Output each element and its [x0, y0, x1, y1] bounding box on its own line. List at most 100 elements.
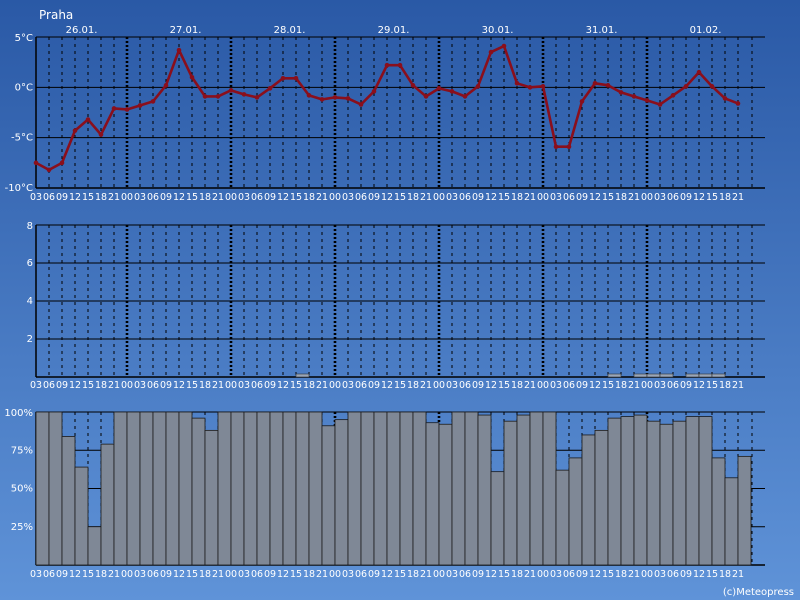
- hour-tick-label: 18: [303, 569, 315, 580]
- y-tick-label: 6: [27, 258, 33, 269]
- hour-tick-label: 09: [160, 569, 172, 580]
- hour-tick-label: 03: [550, 380, 562, 391]
- hour-tick-label: 03: [550, 569, 562, 580]
- hour-tick-label: 15: [498, 192, 510, 203]
- hour-tick-label: 12: [277, 380, 289, 391]
- hour-tick-label: 00: [329, 192, 341, 203]
- hour-tick-label: 12: [381, 569, 393, 580]
- hour-tick-label: 06: [43, 380, 55, 391]
- temperature-point: [579, 99, 585, 104]
- hour-tick-label: 15: [186, 569, 198, 580]
- cloudiness-bar: [659, 423, 674, 566]
- y-tick-label: 2: [27, 334, 33, 345]
- temperature-point: [384, 62, 390, 68]
- temperature-point: [514, 81, 520, 86]
- temperature-point: [332, 95, 338, 100]
- hour-tick-label: 21: [524, 192, 536, 203]
- cloudiness-bar: [620, 416, 635, 566]
- hour-tick-label: 15: [186, 380, 198, 391]
- hour-tick-label: 15: [498, 569, 510, 580]
- hour-tick-label: 21: [524, 380, 536, 391]
- precipitation-bar: [659, 373, 674, 378]
- cloudiness-bar: [711, 457, 726, 566]
- temperature-point: [475, 84, 481, 89]
- temperature-point: [72, 128, 78, 133]
- hour-tick-label: 00: [433, 192, 445, 203]
- precipitation-bar: [698, 373, 713, 378]
- hour-tick-label: 18: [95, 569, 107, 580]
- chart-title: Praha: [39, 8, 73, 22]
- temperature-point: [709, 84, 715, 89]
- temperature-point: [527, 85, 533, 90]
- hour-tick-label: 12: [173, 569, 185, 580]
- cloudiness-bar: [425, 422, 440, 566]
- temperature-point: [566, 144, 572, 150]
- cloudiness-bar: [243, 411, 258, 566]
- hour-tick-label: 03: [30, 192, 42, 203]
- hour-tick-label: 00: [641, 192, 653, 203]
- hour-tick-label: 00: [537, 569, 549, 580]
- hour-tick-label: 00: [329, 569, 341, 580]
- hour-tick-label: 21: [108, 192, 120, 203]
- y-tick-label: 8: [27, 221, 33, 232]
- cloudiness-bar: [685, 416, 700, 566]
- cloudiness-bar: [542, 411, 557, 566]
- temperature-point: [345, 96, 351, 101]
- hour-tick-label: 06: [43, 569, 55, 580]
- temperature-point: [735, 101, 741, 106]
- hour-tick-label: 12: [693, 380, 705, 391]
- temperature-point: [358, 102, 364, 107]
- hour-tick-label: 03: [446, 569, 458, 580]
- hour-tick-label: 18: [615, 380, 627, 391]
- hour-tick-label: 00: [641, 569, 653, 580]
- hour-tick-label: 21: [628, 569, 640, 580]
- hour-tick-label: 18: [199, 569, 211, 580]
- hour-tick-label: 15: [394, 380, 406, 391]
- hour-tick-label: 09: [472, 192, 484, 203]
- hour-tick-label: 18: [615, 569, 627, 580]
- hour-tick-label: 15: [706, 192, 718, 203]
- temperature-point: [501, 43, 507, 49]
- cloudiness-bar: [308, 411, 323, 566]
- cloudiness-bar: [204, 429, 219, 566]
- hour-tick-label: 03: [342, 569, 354, 580]
- hour-tick-label: 15: [394, 569, 406, 580]
- day-label: 01.02.: [690, 25, 722, 36]
- precipitation-bar: [633, 373, 648, 378]
- precipitation-bar: [607, 373, 622, 378]
- hour-tick-label: 12: [69, 569, 81, 580]
- hour-tick-label: 06: [43, 192, 55, 203]
- y-tick-label: 25%: [11, 522, 33, 533]
- temperature-point: [683, 84, 689, 89]
- hour-tick-label: 18: [303, 380, 315, 391]
- hour-tick-label: 03: [30, 380, 42, 391]
- temperature-point: [46, 167, 52, 173]
- cloudiness-bar: [139, 411, 154, 566]
- precipitation-bar: [646, 373, 661, 378]
- hour-tick-label: 15: [290, 192, 302, 203]
- hour-tick-label: 09: [56, 192, 68, 203]
- hour-tick-label: 21: [732, 569, 744, 580]
- cloudiness-bar: [672, 420, 687, 566]
- temperature-point: [488, 49, 494, 55]
- cloudiness-bar: [230, 411, 245, 566]
- hour-tick-label: 21: [628, 380, 640, 391]
- cloudiness-bar: [529, 411, 544, 566]
- hour-tick-label: 06: [251, 380, 263, 391]
- hour-tick-label: 12: [381, 192, 393, 203]
- hour-tick-label: 12: [693, 192, 705, 203]
- hour-tick-label: 18: [511, 380, 523, 391]
- hour-tick-label: 06: [667, 569, 679, 580]
- hour-tick-label: 12: [485, 569, 497, 580]
- hour-tick-label: 18: [615, 192, 627, 203]
- temperature-point: [280, 75, 286, 81]
- temperature-point: [137, 103, 143, 108]
- hour-tick-label: 06: [563, 192, 575, 203]
- temperature-point: [228, 88, 234, 93]
- hour-tick-label: 18: [303, 192, 315, 203]
- y-tick-label: 100%: [4, 408, 33, 419]
- hour-tick-label: 21: [732, 192, 744, 203]
- hour-tick-label: 12: [589, 380, 601, 391]
- hour-tick-label: 06: [147, 192, 159, 203]
